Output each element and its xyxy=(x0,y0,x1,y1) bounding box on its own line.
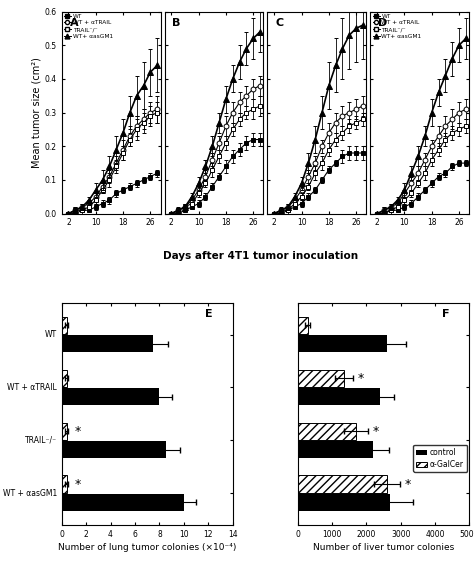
Bar xyxy=(62,370,66,387)
Bar xyxy=(298,317,308,334)
Text: D: D xyxy=(378,18,387,28)
Bar xyxy=(62,441,165,458)
Bar xyxy=(62,422,66,440)
Legend: WT, WT + αTRAIL, TRAIL⁻/⁻, WT+ αasGM1: WT, WT + αTRAIL, TRAIL⁻/⁻, WT+ αasGM1 xyxy=(63,13,114,40)
Text: *: * xyxy=(74,425,81,438)
Bar xyxy=(62,475,66,493)
Text: A: A xyxy=(70,18,78,28)
Text: B: B xyxy=(173,18,181,28)
Text: F: F xyxy=(442,309,449,320)
Bar xyxy=(298,370,344,387)
Bar xyxy=(62,494,184,511)
Bar xyxy=(298,335,387,353)
Text: *: * xyxy=(404,478,410,490)
X-axis label: Number of lung tumor colonies (×10⁻⁴): Number of lung tumor colonies (×10⁻⁴) xyxy=(58,543,237,552)
Text: *: * xyxy=(74,478,81,490)
Legend: WT, WT + αTRAIL, TRAIL⁻/⁻, WT+ αasGM1: WT, WT + αTRAIL, TRAIL⁻/⁻, WT+ αasGM1 xyxy=(372,13,423,40)
Bar xyxy=(62,388,159,405)
Bar xyxy=(298,494,391,511)
Bar xyxy=(298,388,380,405)
Text: *: * xyxy=(357,372,364,385)
Bar xyxy=(298,441,374,458)
Text: C: C xyxy=(275,18,283,28)
Bar xyxy=(62,317,66,334)
Text: Days after 4T1 tumor inoculation: Days after 4T1 tumor inoculation xyxy=(163,251,358,261)
Text: E: E xyxy=(206,309,213,320)
Bar xyxy=(298,422,356,440)
Text: *: * xyxy=(372,425,379,438)
Y-axis label: Mean tumor size (cm²): Mean tumor size (cm²) xyxy=(32,57,42,168)
Legend: control, α-GalCer: control, α-GalCer xyxy=(413,445,467,472)
Bar xyxy=(62,335,154,353)
Bar xyxy=(298,475,387,493)
X-axis label: Number of liver tumor colonies: Number of liver tumor colonies xyxy=(313,543,454,552)
